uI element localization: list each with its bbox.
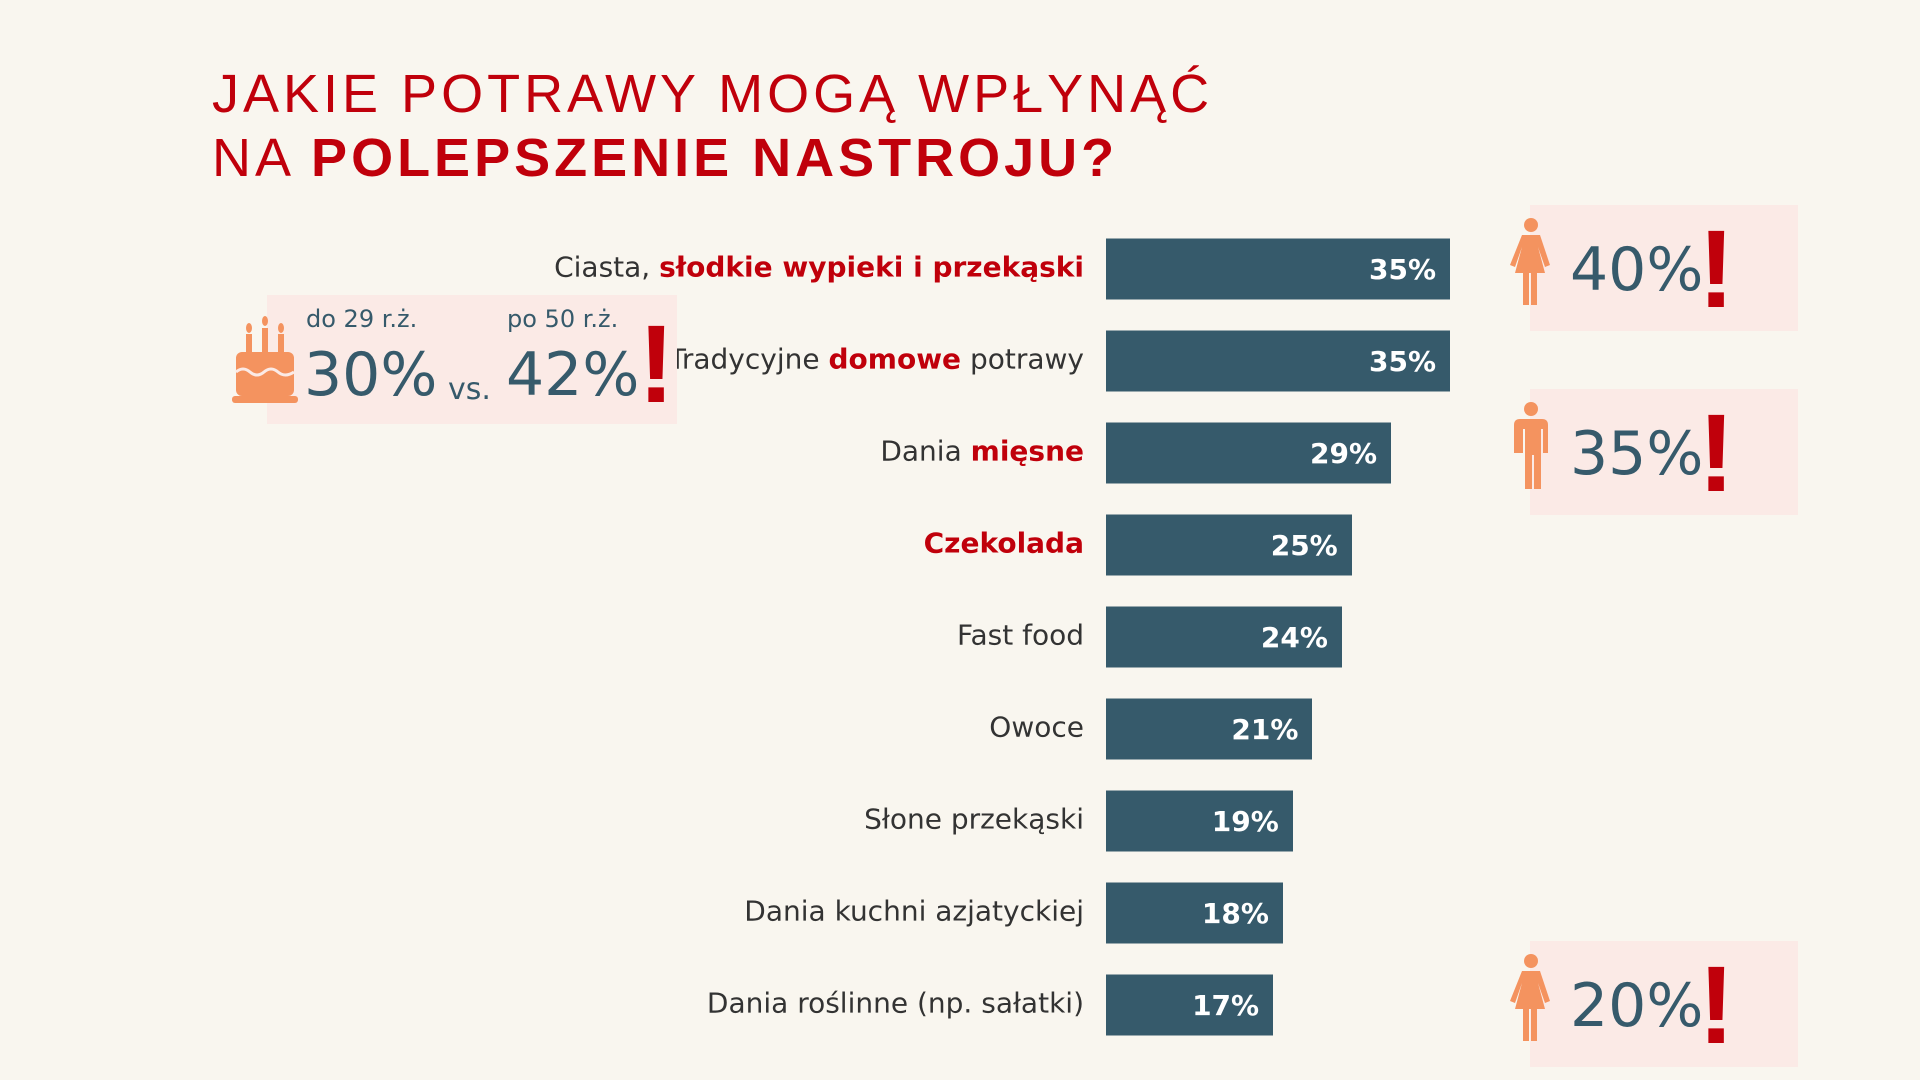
title-prefix: NA — [212, 128, 312, 188]
category-label: Ciasta, słodkie wypieki i przekąski — [554, 251, 1084, 284]
gender-callout — [1530, 389, 1798, 515]
category-label-part: domowe — [828, 342, 962, 376]
gender-value: 40% — [1570, 235, 1704, 305]
woman-icon — [1508, 217, 1554, 311]
woman-icon — [1508, 953, 1554, 1047]
category-label-part: Tradycyjne — [668, 342, 829, 376]
cake-icon — [232, 316, 298, 403]
bar-value-label: 35% — [1369, 344, 1437, 378]
category-label: Dania kuchni azjatyckiej — [744, 895, 1084, 928]
bar: 21% — [1106, 698, 1313, 760]
category-label-part: Dania — [880, 434, 971, 468]
gender-value: 20% — [1570, 971, 1704, 1041]
age-callout — [267, 295, 677, 424]
bar: 18% — [1106, 882, 1283, 944]
bar-value-label: 19% — [1211, 804, 1279, 838]
category-label: Dania roślinne (np. sałatki) — [707, 987, 1084, 1020]
bar: 24% — [1106, 606, 1342, 668]
exclamation-icon: ! — [1698, 944, 1735, 1067]
old-age-label: po 50 r.ż. — [507, 305, 619, 333]
category-label-part: Dania kuchni azjatyckiej — [744, 894, 1084, 928]
young-value: 30% — [304, 340, 438, 410]
bar-value-label: 29% — [1310, 436, 1378, 470]
bar: 35% — [1106, 238, 1451, 300]
category-label-part: mięsne — [970, 434, 1084, 468]
category-label: Słone przekąski — [864, 803, 1084, 836]
vs-label: vs. — [448, 372, 491, 407]
bar: 35% — [1106, 330, 1451, 392]
title-line-1: JAKIE POTRAWY MOGĄ WPŁYNĄĆ — [212, 64, 1214, 124]
exclamation-icon: ! — [638, 303, 675, 426]
bar: 17% — [1106, 974, 1274, 1036]
category-label-part: Ciasta, — [554, 250, 660, 284]
category-label: Tradycyjne domowe potrawy — [669, 343, 1084, 376]
category-label: Fast food — [957, 619, 1084, 652]
category-label-part: Czekolada — [923, 526, 1084, 560]
bar-value-label: 21% — [1231, 712, 1299, 746]
title-line-2: NA POLEPSZENIE NASTROJU? — [212, 126, 1213, 190]
bar-value-label: 25% — [1270, 528, 1338, 562]
exclamation-icon: ! — [1698, 208, 1735, 331]
bar: 29% — [1106, 422, 1392, 484]
category-label-part: Słone przekąski — [864, 802, 1084, 836]
gender-value: 35% — [1570, 419, 1704, 489]
category-label: Czekolada — [924, 527, 1084, 560]
bar-value-label: 18% — [1201, 896, 1269, 930]
old-value: 42% — [506, 340, 640, 410]
gender-callout — [1530, 941, 1798, 1067]
category-label-part: Dania roślinne (np. sałatki) — [706, 986, 1084, 1020]
title-bold: POLEPSZENIE NASTROJU? — [311, 128, 1119, 188]
bar-value-label: 24% — [1260, 620, 1328, 654]
category-label-part: Fast food — [956, 618, 1084, 652]
category-label: Owoce — [989, 711, 1084, 744]
page-title: JAKIE POTRAWY MOGĄ WPŁYNĄĆ NA POLEPSZENI… — [212, 62, 1213, 190]
young-age-label: do 29 r.ż. — [306, 305, 418, 333]
gender-callout — [1530, 205, 1798, 331]
category-label-part: Owoce — [989, 710, 1084, 744]
bar: 25% — [1106, 514, 1352, 576]
bar-value-label: 35% — [1369, 252, 1437, 286]
category-label: Dania mięsne — [880, 435, 1084, 468]
category-label-part: słodkie wypieki i przekąski — [659, 250, 1084, 284]
bar: 19% — [1106, 790, 1293, 852]
bar-value-label: 17% — [1192, 988, 1260, 1022]
exclamation-icon: ! — [1698, 392, 1735, 515]
man-icon — [1508, 401, 1554, 495]
category-label-part: potrawy — [961, 342, 1084, 376]
